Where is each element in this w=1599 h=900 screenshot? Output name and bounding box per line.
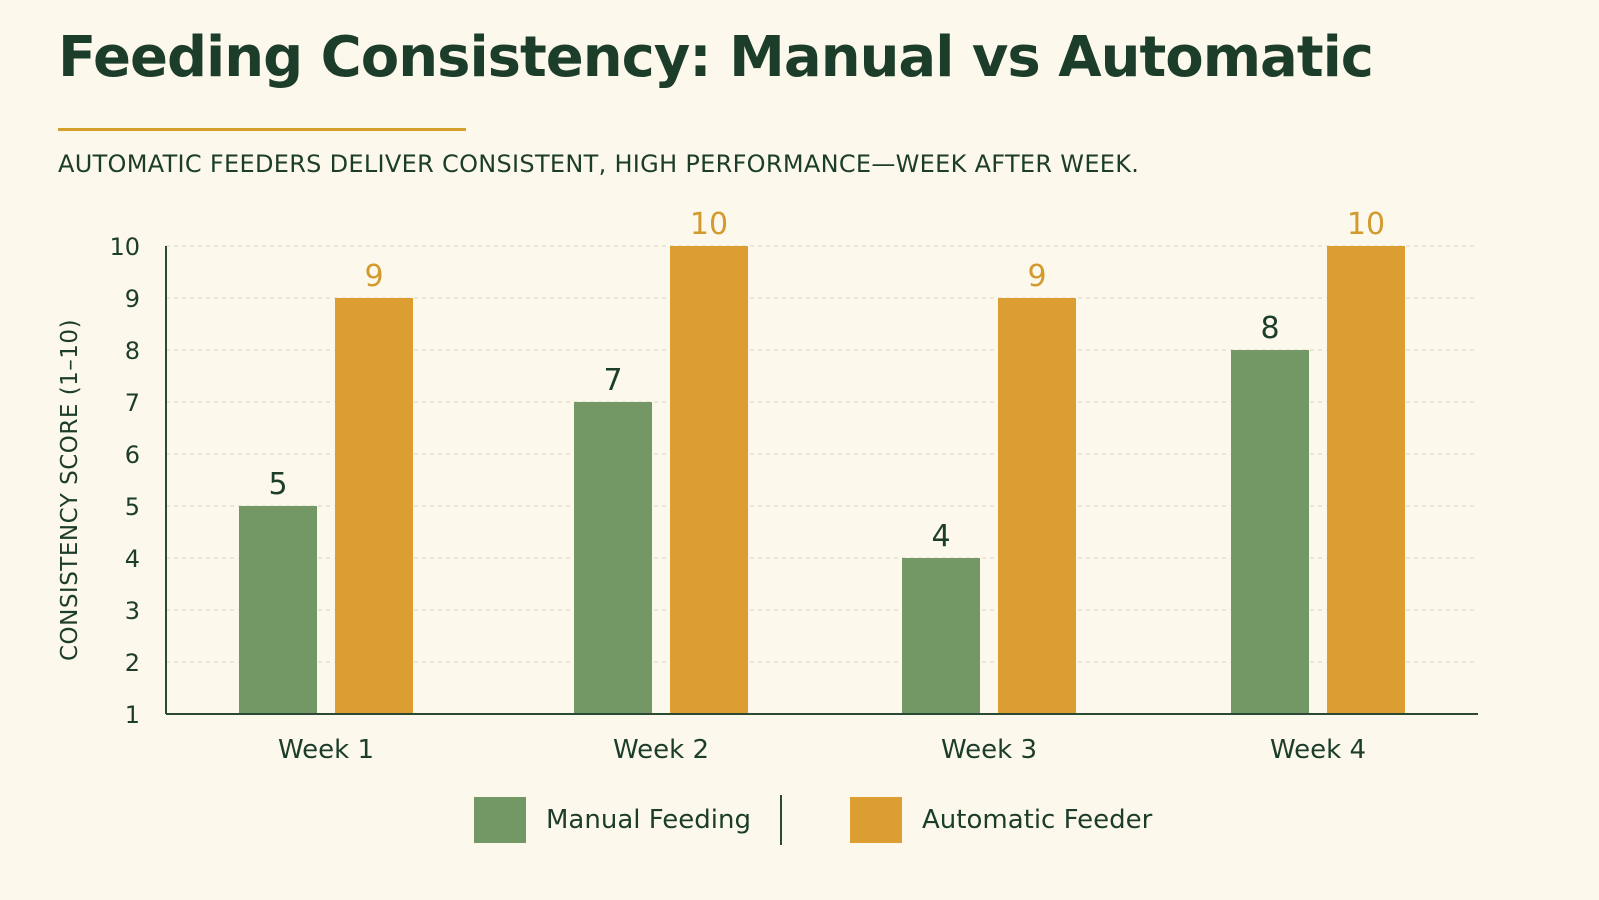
y-tick-label-6: 6 [125,441,140,469]
y-axis-title: CONSISTENCY SCORE (1–10) [57,319,83,661]
y-tick-label-8: 8 [125,337,140,365]
data-label-manual-2: 7 [603,363,622,398]
legend-swatch-manual [474,797,526,843]
data-label-automatic-2: 10 [690,207,728,242]
y-tick-label-5: 5 [125,493,140,521]
legend-item-manual: Manual Feeding [474,795,751,845]
data-label-manual-3: 4 [931,519,950,554]
y-tick-label-2: 2 [125,649,140,677]
legend-label-automatic: Automatic Feeder [922,805,1153,835]
x-tick-label-1: Week 1 [278,735,374,765]
data-label-manual-1: 5 [268,467,287,502]
bar-automatic-4 [1327,246,1405,714]
x-tick-label-2: Week 2 [613,735,709,765]
bar-automatic-1 [335,298,413,714]
legend-swatch-automatic [850,797,902,843]
y-tick-label-1: 1 [125,701,140,729]
legend: Manual Feeding Automatic Feeder [0,795,1599,845]
data-label-automatic-1: 9 [364,259,383,294]
x-tick-label-4: Week 4 [1270,735,1366,765]
y-tick-label-9: 9 [125,285,140,313]
bar-chart: 1 2 3 4 5 6 7 8 9 10 CONSISTENCY SCORE (1–10) 5 9 Wee… [57,207,1478,765]
bar-manual-3 [902,558,980,714]
data-label-manual-4: 8 [1260,311,1279,346]
legend-item-automatic: Automatic Feeder [850,795,1152,845]
y-tick-label-7: 7 [125,389,140,417]
chart-title: Feeding Consistency: Manual vs Automatic [58,25,1374,90]
data-label-automatic-3: 9 [1027,259,1046,294]
chart-subtitle: AUTOMATIC FEEDERS DELIVER CONSISTENT, HI… [58,150,1140,178]
bar-automatic-2 [670,246,748,714]
bar-automatic-3 [998,298,1076,714]
y-tick-label-3: 3 [125,597,140,625]
y-tick-label-4: 4 [125,545,140,573]
y-tick-label-10: 10 [109,233,140,261]
title-underline [58,128,466,131]
bar-manual-1 [239,506,317,714]
data-label-automatic-4: 10 [1347,207,1385,242]
x-tick-label-3: Week 3 [941,735,1037,765]
legend-label-manual: Manual Feeding [546,805,751,835]
bar-manual-2 [574,402,652,714]
bar-manual-4 [1231,350,1309,714]
legend-divider [780,795,782,845]
